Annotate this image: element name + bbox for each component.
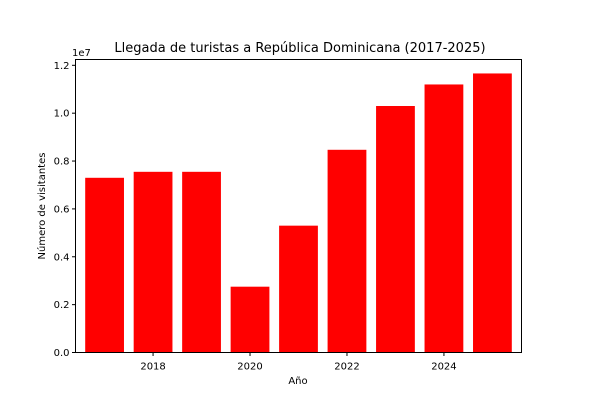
bar-2019 xyxy=(182,171,221,353)
bar-2018 xyxy=(133,171,173,353)
bar-2021 xyxy=(279,225,318,353)
y-tick-label: 1.0 xyxy=(54,109,70,120)
y-tick-label: 0.0 xyxy=(54,348,70,359)
chart-title: Llegada de turistas a República Dominica… xyxy=(114,41,485,56)
x-axis-label: Año xyxy=(288,376,307,387)
x-tick-label: 2018 xyxy=(140,362,165,373)
bar-2025 xyxy=(473,73,512,353)
y-tick-label: 1.2 xyxy=(54,61,70,72)
y-tick-label: 0.2 xyxy=(54,300,70,311)
bar-2022 xyxy=(327,149,367,353)
x-tick-label: 2020 xyxy=(237,362,262,373)
y-axis-label: Número de visitantes xyxy=(36,153,48,260)
bar-2024 xyxy=(424,84,464,353)
y-axis-offset-label: 1e7 xyxy=(72,48,91,59)
plot-frame xyxy=(75,59,522,353)
bar-2017 xyxy=(85,177,124,353)
bars-layer xyxy=(85,73,512,353)
x-tick-label: 2024 xyxy=(431,362,456,373)
bar-2020 xyxy=(230,286,270,353)
y-ticks: 0.0 0.2 0.4 0.6 0.8 1.0 1.2 xyxy=(54,61,76,359)
x-tick-label: 2022 xyxy=(334,362,359,373)
y-tick-label: 0.8 xyxy=(54,157,70,168)
y-tick-label: 0.6 xyxy=(54,204,70,215)
x-ticks: 2018 2020 2022 2024 xyxy=(140,352,457,373)
bar-2023 xyxy=(376,105,415,353)
y-tick-label: 0.4 xyxy=(54,252,70,263)
